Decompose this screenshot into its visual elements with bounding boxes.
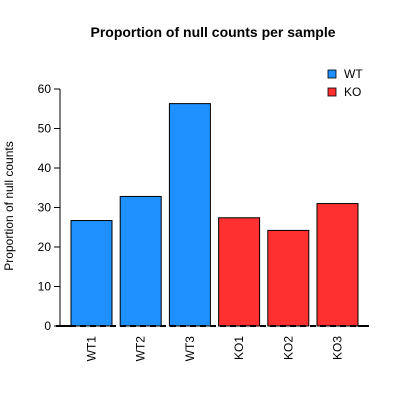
legend-swatch-ko — [327, 87, 337, 97]
chart-title: Proportion of null counts per sample — [90, 24, 335, 40]
legend-label-wt: WT — [344, 67, 363, 81]
y-tick-label: 10 — [38, 280, 52, 294]
bar-wt3 — [168, 103, 211, 327]
x-tick-labels: WT1 WT2 WT3 KO1 KO2 KO3 — [85, 336, 345, 362]
x-tick-label-wt1: WT1 — [85, 336, 99, 362]
x-tick-label-ko3: KO3 — [331, 336, 345, 360]
y-axis: 0 10 20 30 40 50 60 — [38, 82, 61, 333]
y-tick-label: 0 — [44, 319, 51, 333]
legend-swatch-wt — [327, 69, 337, 79]
x-tick-label-wt2: WT2 — [134, 336, 148, 362]
y-tick-label: 50 — [38, 122, 52, 136]
bar-ko3 — [316, 203, 359, 327]
x-tick-label-ko1: KO1 — [232, 336, 246, 360]
y-tick-label: 60 — [38, 82, 52, 96]
y-axis-label: Proportion of null counts — [2, 141, 16, 270]
bar-wt1 — [70, 220, 113, 327]
bars-group — [70, 103, 359, 327]
y-tick-label: 30 — [38, 201, 52, 215]
bar-ko2 — [267, 229, 310, 327]
x-tick-label-ko2: KO2 — [281, 336, 295, 360]
y-tick-label: 20 — [38, 240, 52, 254]
legend: WT KO — [327, 67, 363, 99]
bar-wt2 — [119, 195, 162, 327]
bar-ko1 — [218, 217, 261, 327]
x-tick-label-wt3: WT3 — [183, 336, 197, 362]
legend-label-ko: KO — [344, 85, 361, 99]
y-tick-label: 40 — [38, 161, 52, 175]
